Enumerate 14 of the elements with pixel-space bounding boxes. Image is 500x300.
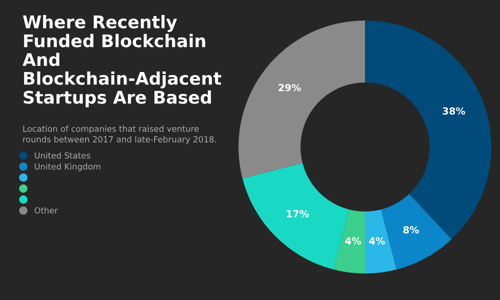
donut-slice xyxy=(365,209,396,274)
text: Where Recently Funded Blockchain And Blockchain-Adjacent Startups Are Based xyxy=(22,15,222,108)
data-label: 4% xyxy=(369,237,385,245)
legend-label: United States xyxy=(34,152,90,159)
data-label: 29% xyxy=(278,84,301,92)
data-label: 38% xyxy=(442,107,466,115)
text: Location of companies that raised venture rounds between 2017 and late-February 2018. xyxy=(23,125,216,144)
data-label: 8% xyxy=(403,226,419,234)
legend-label: Other xyxy=(34,207,58,214)
legend-label: United Kingdom xyxy=(34,163,100,172)
donut-slice xyxy=(334,209,365,274)
data-label: 4% xyxy=(345,237,361,245)
data-label: 17% xyxy=(286,210,309,218)
donut-slice xyxy=(238,20,365,178)
